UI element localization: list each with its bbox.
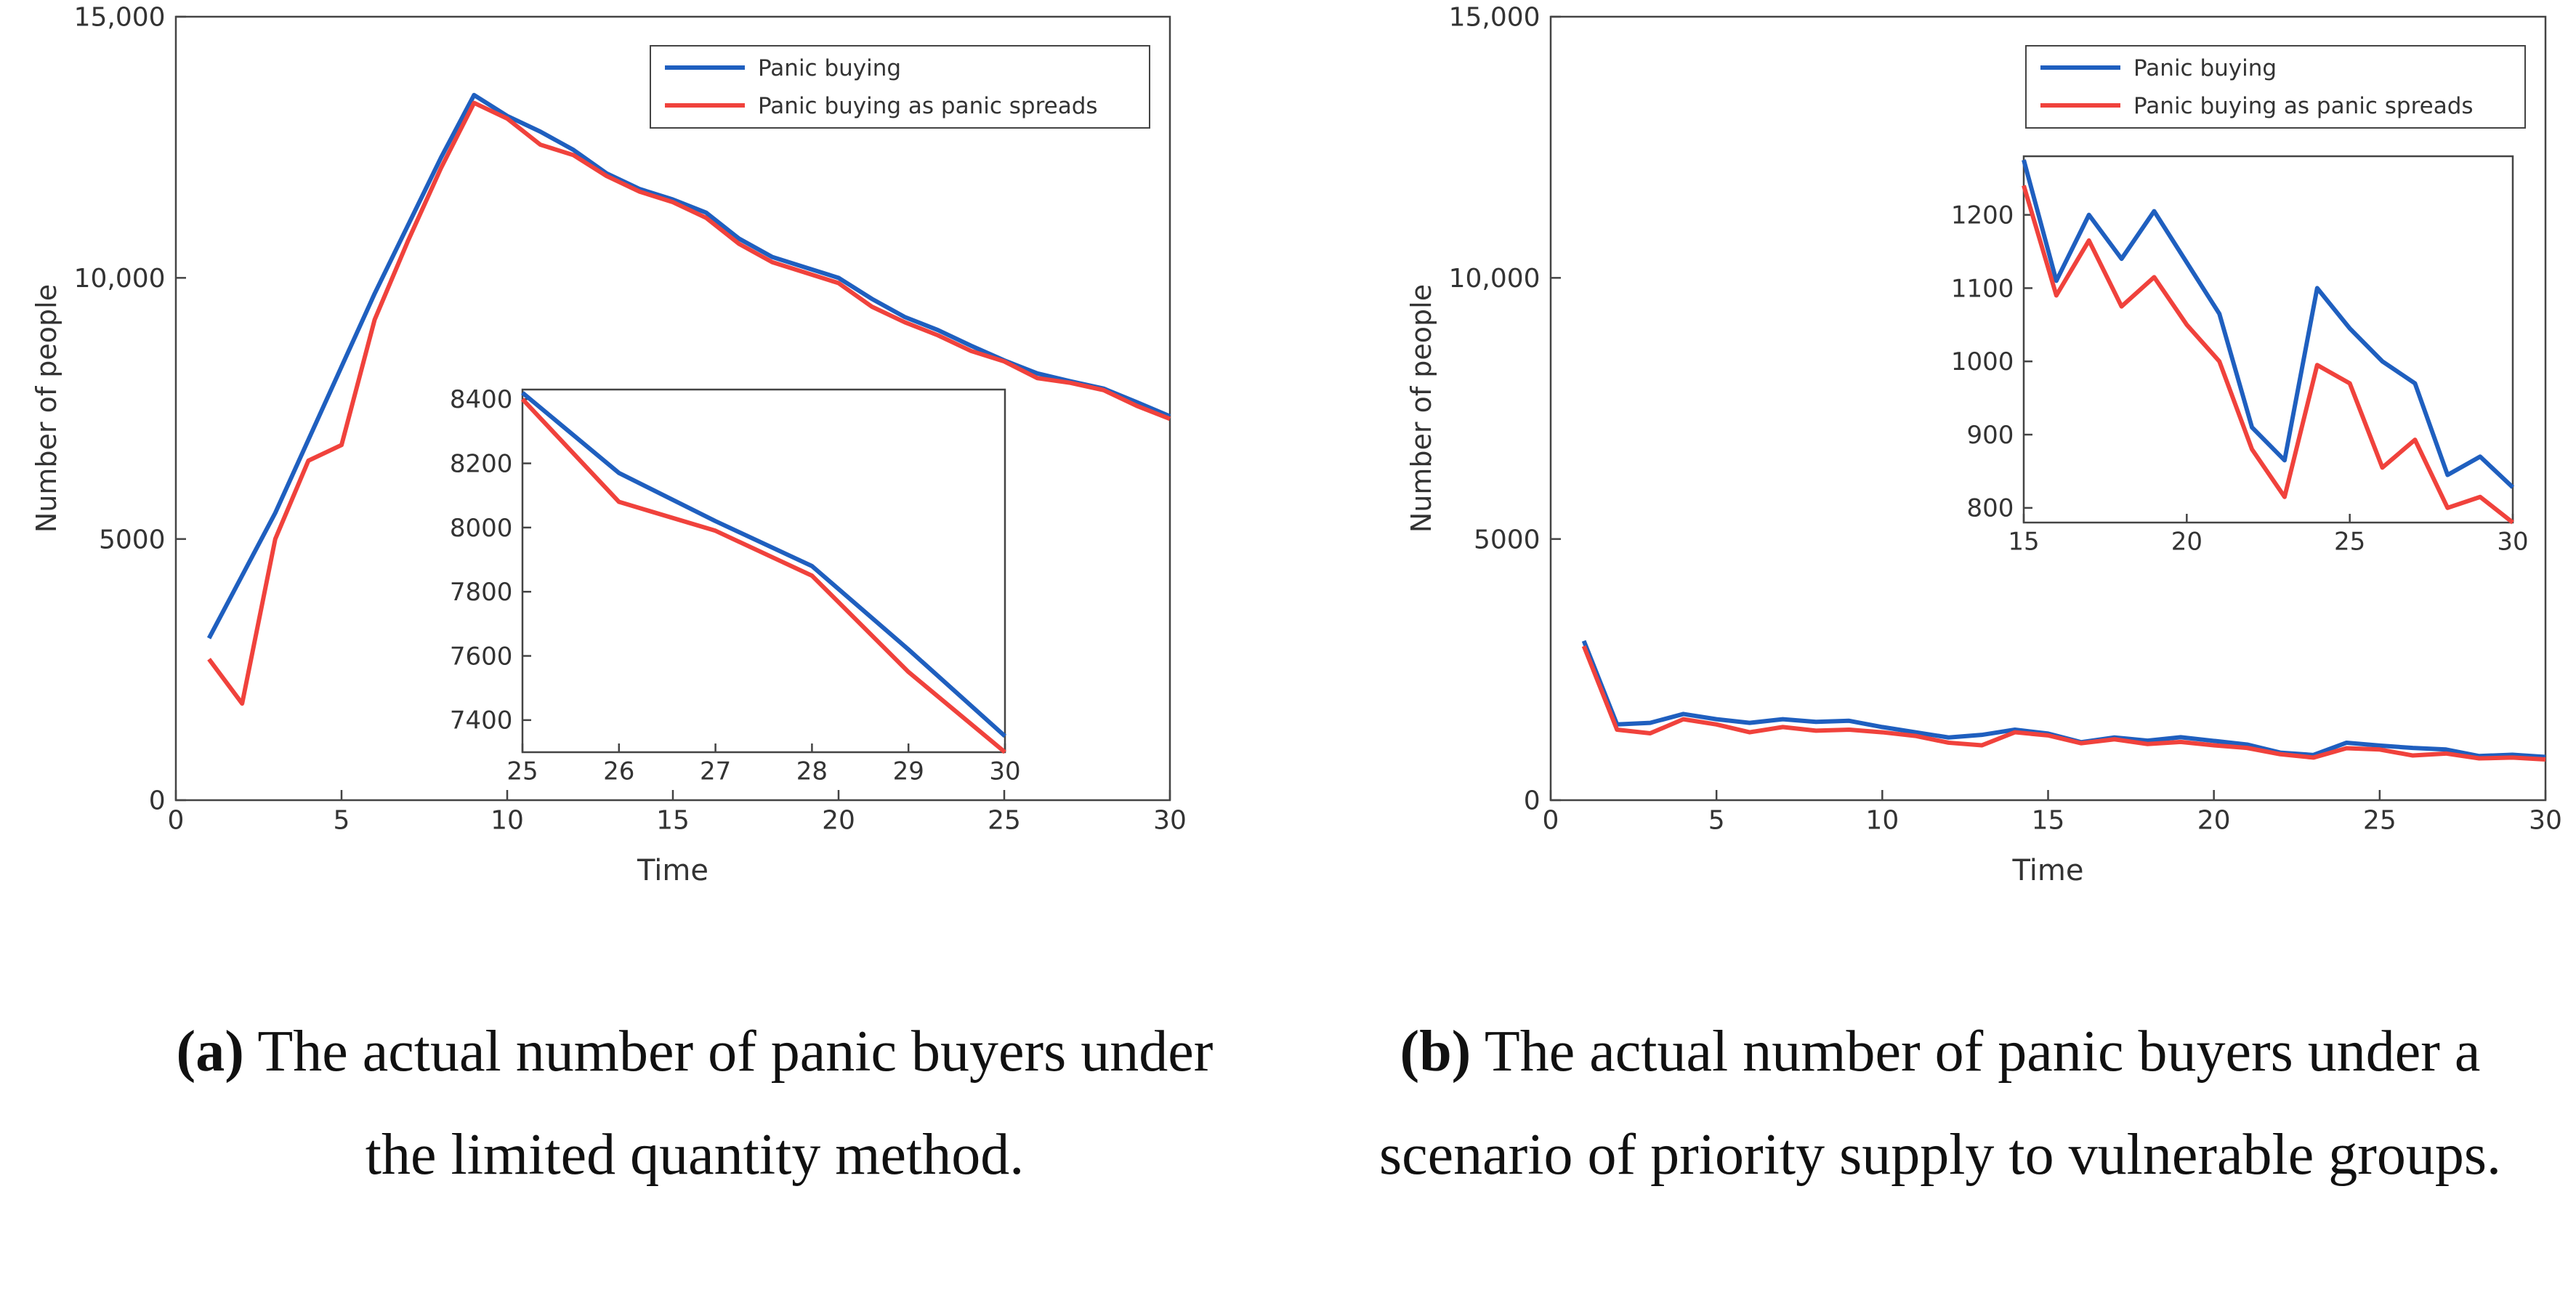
- series-line: [2022, 159, 2515, 489]
- series-line: [2022, 185, 2514, 525]
- x-tick-label: 10: [1865, 806, 1899, 836]
- x-tick-label: 15: [2008, 527, 2039, 556]
- y-tick-label: 7600: [450, 642, 513, 671]
- x-tick-label: 5: [334, 806, 350, 836]
- y-tick-label: 15,000: [1449, 3, 1541, 33]
- y-axis-label: Number of people: [31, 284, 62, 533]
- x-tick-label: 26: [603, 757, 634, 786]
- y-tick-label: 900: [1966, 421, 2014, 450]
- y-tick-label: 8000: [450, 514, 513, 543]
- y-tick-label: 5000: [99, 525, 166, 555]
- plot-area: [521, 388, 1006, 754]
- y-tick-label: 10,000: [74, 264, 166, 294]
- caption-label: (a): [176, 1020, 244, 1084]
- x-tick-label: 30: [2497, 527, 2528, 556]
- x-tick-label: 0: [1543, 806, 1559, 836]
- legend-label: Panic buying as panic spreads: [2133, 93, 2474, 119]
- y-tick-label: 0: [1524, 786, 1541, 816]
- y-axis-label: Number of people: [1405, 284, 1437, 533]
- caption-label: (b): [1400, 1020, 1471, 1084]
- caption-text: The actual number of panic buyers under …: [1378, 1020, 2502, 1187]
- legend-label: Panic buying as panic spreads: [758, 93, 1098, 119]
- y-tick-label: 800: [1966, 494, 2014, 523]
- series-line: [1581, 645, 2546, 762]
- x-tick-label: 28: [796, 757, 828, 786]
- x-tick-label: 10: [490, 806, 524, 836]
- x-tick-label: 15: [2032, 806, 2065, 836]
- y-tick-label: 8400: [450, 385, 513, 414]
- x-tick-label: 0: [168, 806, 185, 836]
- x-tick-label: 20: [2197, 806, 2231, 836]
- legend-box: [2025, 45, 2526, 129]
- y-tick-label: 0: [149, 786, 166, 816]
- x-tick-label: 29: [893, 757, 924, 786]
- x-tick-label: 25: [988, 806, 1021, 836]
- legend-label: Panic buying: [2133, 55, 2277, 81]
- x-tick-label: 20: [2171, 527, 2202, 556]
- y-tick-label: 1000: [1951, 347, 2014, 376]
- plot-area: [2022, 155, 2514, 524]
- x-tick-label: 30: [2529, 806, 2562, 836]
- x-tick-label: 25: [506, 757, 538, 786]
- y-tick-label: 1200: [1951, 201, 2014, 230]
- y-tick-label: 8200: [450, 449, 513, 478]
- y-tick-label: 10,000: [1449, 264, 1541, 294]
- y-tick-label: 15,000: [74, 3, 166, 33]
- x-tick-label: 20: [822, 806, 855, 836]
- x-tick-label: 30: [1153, 806, 1187, 836]
- y-tick-label: 7800: [450, 578, 513, 607]
- caption-text: The actual number of panic buyers under …: [257, 1020, 1214, 1187]
- x-tick-label: 25: [2334, 527, 2365, 556]
- y-tick-label: 5000: [1474, 525, 1541, 555]
- x-axis-label: Time: [637, 854, 708, 887]
- x-tick-label: 25: [2363, 806, 2397, 836]
- legend-box: [650, 45, 1150, 129]
- series-line: [207, 100, 1171, 706]
- x-tick-label: 30: [989, 757, 1020, 786]
- x-tick-label: 15: [656, 806, 690, 836]
- caption-a: (a) The actual number of panic buyers un…: [171, 1000, 1218, 1206]
- legend-label: Panic buying: [758, 55, 901, 81]
- x-axis-label: Time: [2012, 854, 2084, 887]
- series-line: [521, 391, 1007, 738]
- x-tick-label: 5: [1708, 806, 1725, 836]
- x-tick-label: 27: [700, 757, 731, 786]
- series-line: [520, 398, 1006, 754]
- y-tick-label: 7400: [450, 706, 513, 735]
- y-tick-label: 1100: [1951, 274, 2014, 303]
- caption-b: (b) The actual number of panic buyers un…: [1308, 1000, 2572, 1206]
- chart-canvas: 0 5 10 15 20 25 30 0 5000 10,000 15,000 Time Number …: [31, 3, 2562, 887]
